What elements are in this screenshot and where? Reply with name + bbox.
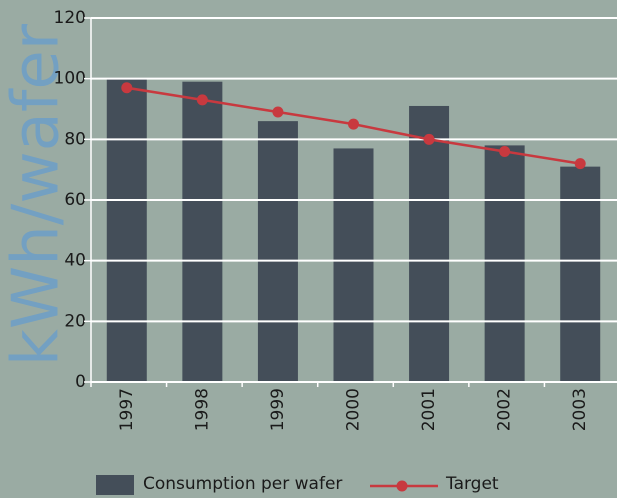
legend-label: Consumption per wafer (143, 474, 342, 494)
bar (106, 78, 147, 383)
x-tick-label: 2001 (419, 388, 439, 431)
bar (560, 166, 601, 382)
legend-label: Target (445, 474, 499, 494)
target-point (574, 158, 586, 170)
bar (484, 145, 525, 382)
x-tick-label: 1998 (192, 388, 212, 431)
y-axis-label: kWh/wafer (0, 23, 74, 366)
y-tick-label: 120 (54, 8, 86, 28)
y-tick-label: 80 (64, 129, 86, 149)
y-tick-label: 20 (64, 311, 86, 331)
y-tick-label: 0 (75, 372, 86, 392)
target-point (423, 133, 435, 145)
x-tick-label: 1997 (117, 388, 137, 431)
y-tick-label: 40 (64, 251, 86, 271)
target-point (196, 94, 208, 106)
legend-marker (396, 480, 408, 492)
y-tick-label: 100 (54, 69, 86, 89)
target-point (121, 82, 133, 94)
target-point (348, 118, 359, 130)
x-tick-label: 2000 (344, 388, 364, 431)
bar (257, 121, 298, 382)
y-tick-label: 60 (64, 190, 86, 210)
bar (182, 81, 223, 382)
legend-swatch (96, 475, 134, 495)
x-tick-label: 2003 (570, 388, 590, 431)
x-tick-label: 2002 (495, 388, 515, 431)
target-point (272, 106, 284, 118)
x-tick-label: 1999 (268, 388, 288, 431)
bar (333, 148, 374, 382)
target-point (499, 145, 511, 157)
bar (409, 105, 450, 382)
